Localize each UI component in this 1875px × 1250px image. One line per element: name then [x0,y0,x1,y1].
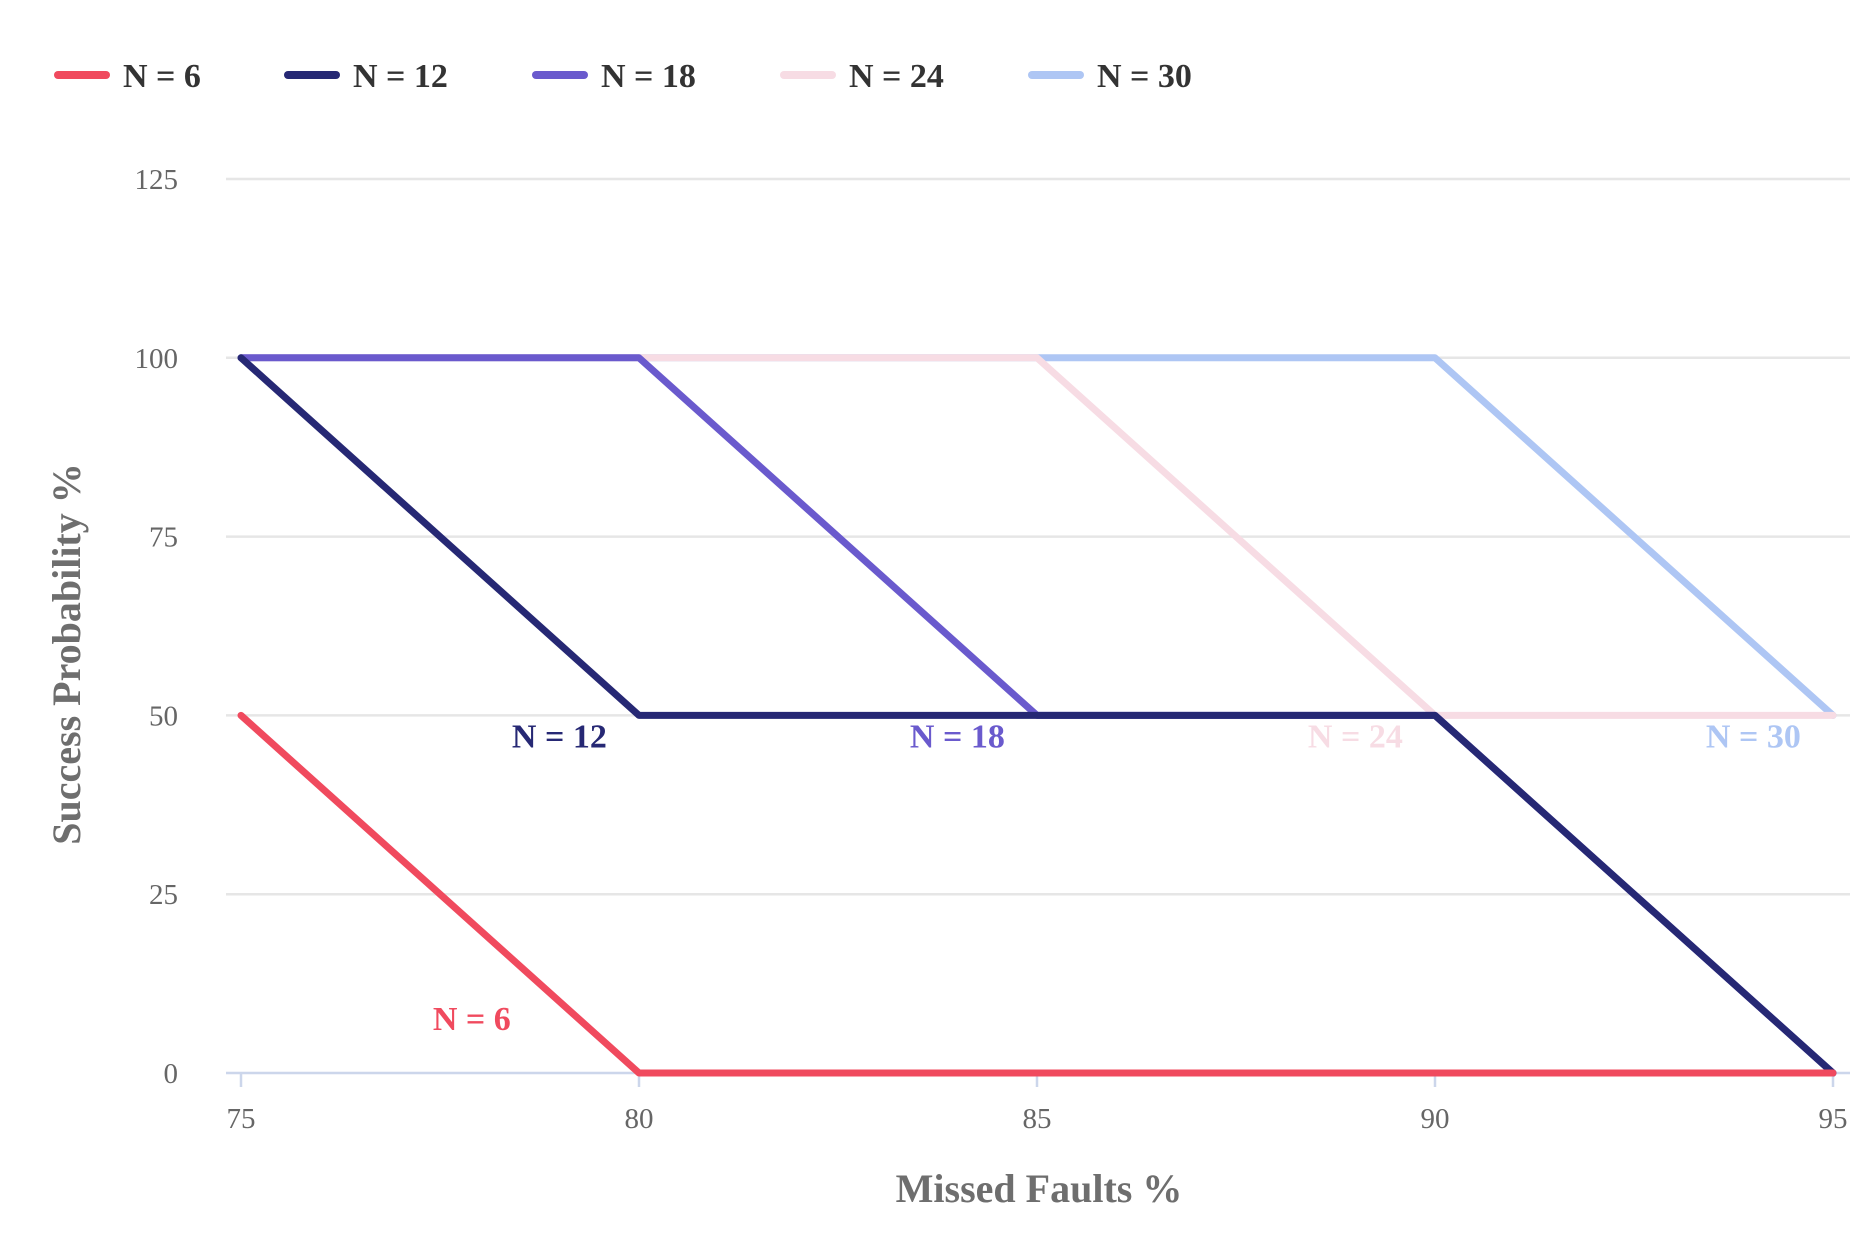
y-tick-label: 100 [135,343,179,375]
legend-item-label: N = 24 [849,58,944,95]
x-tick-label: 75 [227,1103,256,1135]
series-end-labels: N = 6 N = 12 N = 18 N = 24 N = 30 [433,719,1801,1039]
x-tick-label: 80 [625,1103,654,1135]
x-axis-title: Missed Faults % [896,1166,1183,1211]
y-tick-label: 75 [149,522,178,554]
series-label: N = 12 [512,719,607,756]
y-tick-label: 50 [149,700,178,732]
y-tick-label: 0 [164,1058,179,1090]
x-tick-label: 90 [1421,1103,1450,1135]
y-axis-title: Success Probability % [44,463,89,845]
x-axis: 75 80 85 90 95 [226,1071,1850,1135]
y-axis-ticks: 0 25 50 75 100 125 [135,164,179,1090]
series-label: N = 24 [1308,719,1403,756]
series-line-n6 [237,711,1837,1077]
legend-item-label: N = 30 [1097,58,1192,95]
series-label: N = 6 [433,1001,511,1038]
x-tick-label: 95 [1819,1103,1848,1135]
legend: N = 6 N = 12 N = 18 N = 24 N = 30 [54,58,1192,95]
series-lines [237,354,1837,1077]
series-label: N = 30 [1706,719,1801,756]
y-tick-label: 125 [135,164,179,196]
legend-item-label: N = 18 [601,58,696,95]
y-tick-label: 25 [149,879,178,911]
legend-item-label: N = 6 [123,58,201,95]
grid-lines [226,177,1850,896]
x-tick-label: 85 [1023,1103,1052,1135]
series-label: N = 18 [910,719,1005,756]
legend-item-label: N = 12 [353,58,448,95]
series-line-n12 [237,354,1837,1077]
